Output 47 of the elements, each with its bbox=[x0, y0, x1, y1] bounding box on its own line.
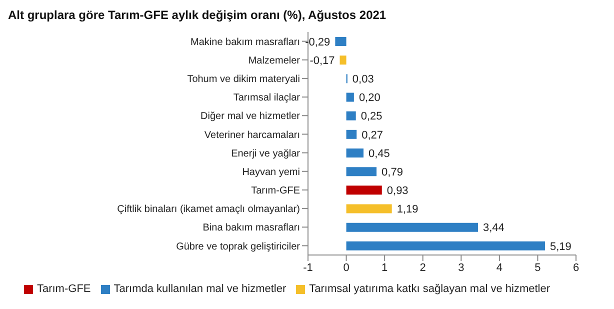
data-label: -0,29 bbox=[305, 36, 330, 48]
bar bbox=[346, 222, 478, 232]
y-tick-label: Diğer mal ve hizmetler bbox=[200, 111, 301, 122]
legend-label: Tarımda kullanılan mal ve hizmetler bbox=[114, 283, 286, 295]
bar bbox=[346, 204, 392, 214]
data-label: 0,45 bbox=[368, 148, 390, 160]
bar bbox=[346, 92, 354, 102]
x-tick-label: 5 bbox=[534, 262, 541, 274]
y-tick-label: Tarım-GFE bbox=[251, 186, 300, 197]
y-tick-label: Makine bakım masrafları bbox=[190, 36, 300, 48]
x-tick-label: 2 bbox=[420, 262, 426, 274]
y-tick-label: Çiftlik binaları (ikamet amaçlı olmayanlar) bbox=[117, 204, 300, 216]
y-tick-label: Tarımsal ilaçlar bbox=[233, 92, 301, 104]
legend-label: Tarımsal yatırıma katkı sağlayan mal ve hizmetler bbox=[309, 283, 550, 295]
y-tick-label: Hayvan yemi bbox=[242, 166, 300, 178]
data-label: 0,25 bbox=[360, 110, 382, 123]
x-tick-label: 6 bbox=[572, 262, 580, 274]
data-label: 1,19 bbox=[396, 204, 418, 216]
bar bbox=[335, 37, 346, 46]
x-tick-label: 4 bbox=[496, 262, 502, 274]
data-label: 0,93 bbox=[386, 185, 408, 198]
data-label: 0,20 bbox=[358, 92, 380, 104]
y-tick-label: Bina bakım masrafları bbox=[202, 222, 300, 234]
bar bbox=[346, 167, 377, 176]
y-tick-label: Gübre ve toprak geliştiriciler bbox=[176, 241, 301, 252]
text: Alt gruplara göre Tarım-GFE aylık değişim oranı (%), Ağustos 2021 bbox=[8, 8, 388, 24]
bar bbox=[346, 241, 545, 250]
x-tick-label: -1 bbox=[303, 262, 313, 274]
data-label: 0,79 bbox=[382, 166, 403, 178]
data-label: 0,03 bbox=[352, 74, 374, 86]
bar bbox=[346, 148, 364, 158]
y-tick-label: Veteriner harcamaları bbox=[204, 130, 300, 141]
bar bbox=[346, 130, 357, 139]
bar bbox=[346, 111, 356, 120]
legend-label: Tarım-GFE bbox=[36, 283, 91, 295]
x-tick-label: 3 bbox=[458, 262, 464, 274]
data-label: 3,44 bbox=[482, 222, 504, 234]
y-tick-label: Tohum ve dikim materyali bbox=[187, 74, 300, 86]
y-tick-label: Enerji ve yağlar bbox=[231, 148, 301, 160]
bar bbox=[346, 186, 382, 195]
data-label: 5,19 bbox=[550, 240, 572, 253]
x-tick-label: 0 bbox=[343, 262, 350, 274]
data-label: 0,27 bbox=[362, 129, 384, 142]
bar bbox=[340, 56, 346, 65]
data-label: -0,17 bbox=[310, 54, 335, 67]
x-tick-label: 1 bbox=[382, 262, 388, 274]
y-tick-label: Malzemeler bbox=[248, 55, 301, 66]
